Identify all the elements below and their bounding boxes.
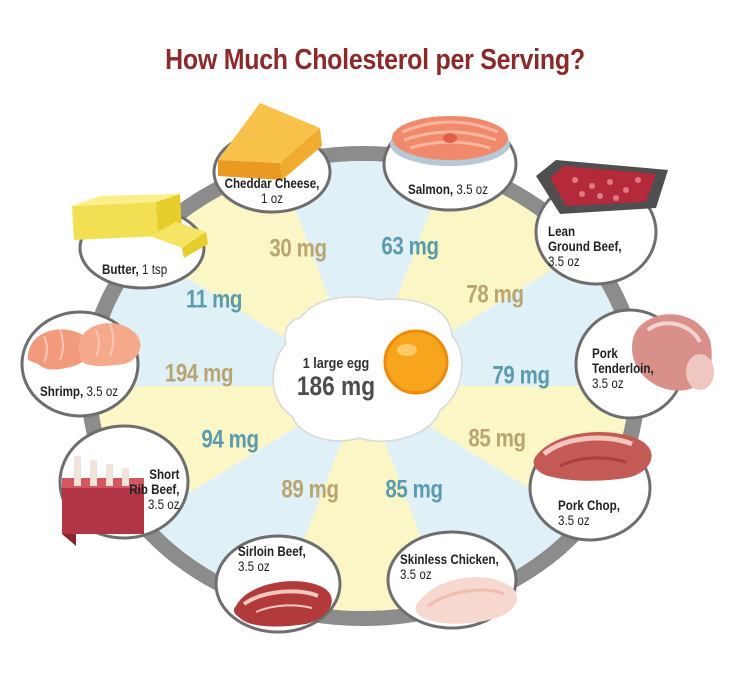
value-butter: 11 mg: [185, 285, 243, 314]
center-food-name: 1 large egg: [302, 355, 370, 372]
ground-beef-tray-icon: [536, 160, 668, 214]
food-amount: 3.5 oz: [456, 182, 489, 197]
cheese-icon: [218, 103, 322, 180]
butter-icon: [72, 194, 208, 258]
value-salmon: 63 mg: [381, 232, 439, 261]
food-amount: 3.5 oz: [400, 567, 432, 582]
food-amount: 3.5 oz: [86, 384, 119, 399]
label-pork-chop: Pork Chop, 3.5 oz: [558, 498, 620, 528]
value-cheddar: 30 mg: [269, 234, 327, 263]
salmon-steak-icon: [390, 116, 510, 166]
food-name-line: Pork: [592, 346, 618, 361]
label-shrimp: Shrimp, 3.5 oz: [40, 384, 118, 399]
food-name: Cheddar Cheese,: [224, 176, 320, 191]
food-amount: 3.5 oz: [238, 559, 270, 574]
wedge-chicken: [363, 386, 579, 600]
value-pork-tenderloin: 79 mg: [492, 361, 550, 390]
food-amount: 3.5 oz: [592, 376, 624, 391]
food-name: Butter,: [102, 262, 139, 277]
value-pork-chop: 85 mg: [468, 424, 526, 453]
food-name-line: Lean: [548, 224, 576, 239]
label-lean-ground-beef: Lean Ground Beef, 3.5 oz: [548, 224, 622, 269]
food-name-line: Ground Beef,: [548, 239, 622, 254]
center-label: 1 large egg 186 mg: [297, 355, 375, 400]
food-name-line: Rib Beef,: [129, 482, 180, 497]
label-sirloin-beef: Sirloin Beef, 3.5 oz: [238, 544, 306, 574]
food-name: Skinless Chicken,: [400, 552, 499, 567]
value-lean-ground-beef: 78 mg: [466, 280, 524, 309]
page-title: How Much Cholesterol per Serving?: [165, 44, 585, 76]
food-name: Salmon,: [407, 182, 454, 197]
food-amount: 3.5 oz: [558, 513, 590, 528]
wedge-salmon: [280, 161, 446, 386]
food-amount: 1 oz: [261, 191, 283, 206]
value-sirloin-beef: 89 mg: [281, 475, 339, 504]
egg-icon: [272, 296, 463, 442]
food-amount: 3.5 oz: [548, 254, 580, 269]
value-short-rib-beef: 94 mg: [201, 425, 259, 454]
food-name: Sirloin Beef,: [238, 544, 306, 559]
food-amount: 3.5 oz: [148, 497, 180, 512]
label-cheddar-cheese: Cheddar Cheese, 1 oz: [220, 176, 323, 206]
label-pork-tenderloin: Pork Tenderloin, 3.5 oz: [592, 346, 654, 391]
label-salmon: Salmon, 3.5 oz: [396, 182, 499, 197]
wedge-shortrib: [147, 386, 363, 600]
food-name-line: Short: [149, 467, 180, 482]
food-amount: 1 tsp: [142, 262, 168, 277]
short-rib-icon: [62, 456, 144, 546]
pork-tenderloin-icon: [632, 314, 714, 391]
value-shrimp: 194 mg: [164, 359, 234, 388]
sirloin-steak-icon: [233, 581, 332, 627]
chicken-breast-icon: [415, 577, 518, 624]
food-name: Shrimp,: [40, 384, 84, 399]
food-name-line: Tenderloin,: [592, 361, 654, 376]
label-short-rib-beef: Short Rib Beef, 3.5 oz: [130, 467, 180, 512]
food-name: Pork Chop,: [558, 498, 620, 513]
center-value: 186 mg: [296, 371, 376, 401]
label-skinless-chicken: Skinless Chicken, 3.5 oz: [400, 552, 499, 582]
label-butter: Butter, 1 tsp: [102, 262, 167, 277]
shrimp-icon: [27, 323, 141, 370]
value-skinless-chicken: 85 mg: [385, 475, 443, 504]
pork-chop-icon: [533, 432, 652, 481]
